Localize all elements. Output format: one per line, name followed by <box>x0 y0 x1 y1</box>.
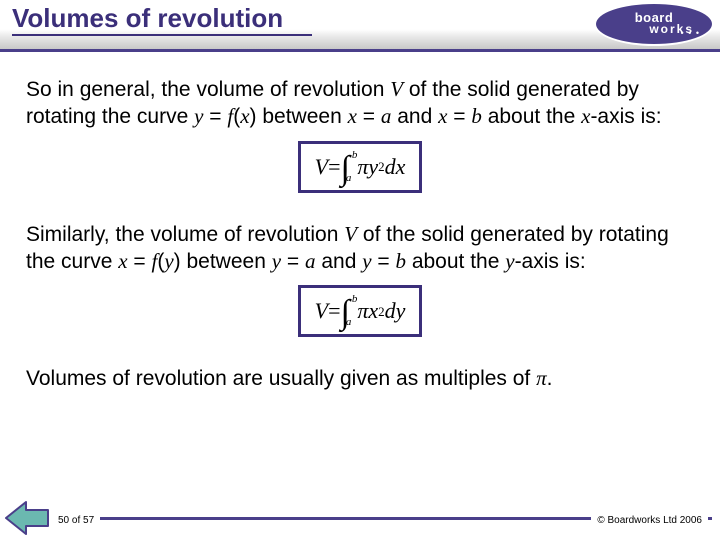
text: -axis is: <box>515 250 586 273</box>
formula-dx: dx <box>385 156 406 178</box>
bound-lower: a <box>346 173 352 184</box>
formula-pi: π <box>357 156 368 178</box>
text: about the <box>406 250 505 273</box>
back-arrow-button[interactable] <box>4 500 50 536</box>
var-V: V <box>344 222 357 246</box>
var-b: b <box>395 249 406 273</box>
copyright-text: © Boardworks Ltd 2006 <box>591 515 708 526</box>
formula-x: x <box>368 300 378 322</box>
var-V: V <box>390 77 403 101</box>
text: = <box>128 250 152 273</box>
bound-lower: a <box>346 317 352 328</box>
var-x: x <box>118 249 127 273</box>
text: -axis is: <box>590 105 661 128</box>
text: = <box>357 105 381 128</box>
slide-header: Volumes of revolution board works • • • <box>0 0 720 52</box>
text: = <box>203 105 227 128</box>
page-indicator: 50 of 57 <box>52 515 100 526</box>
var-a: a <box>305 249 316 273</box>
var-y: y <box>505 249 514 273</box>
text: Similarly, the volume of revolution <box>26 223 344 246</box>
var-y: y <box>272 249 281 273</box>
formula-2-container: V = ∫ba πx2dy <box>26 285 694 337</box>
formula-y: y <box>368 156 378 178</box>
slide-content: So in general, the volume of revolution … <box>0 52 720 392</box>
var-pi: π <box>536 366 547 390</box>
var-y: y <box>362 249 371 273</box>
var-b: b <box>471 104 482 128</box>
text: = <box>447 105 471 128</box>
formula-V: V <box>315 156 328 178</box>
bound-upper: b <box>352 294 358 305</box>
paragraph-1: So in general, the volume of revolution … <box>26 76 694 131</box>
text: and <box>316 250 363 273</box>
var-x: x <box>240 104 249 128</box>
integral-bounds: ba <box>350 156 356 178</box>
formula-V: V <box>315 300 328 322</box>
var-a: a <box>381 104 392 128</box>
formula-1: V = ∫ba πy2dx <box>298 141 423 193</box>
paragraph-3: Volumes of revolution are usually given … <box>26 365 694 392</box>
title-underline <box>12 34 312 36</box>
brand-logo: board works • • • <box>594 2 714 46</box>
formula-eq: = <box>328 156 340 178</box>
text: = <box>281 250 305 273</box>
text: ) <box>250 105 257 128</box>
bound-upper: b <box>352 150 358 161</box>
text: . <box>547 367 553 390</box>
text: between <box>181 250 272 273</box>
formula-pi: π <box>357 300 368 322</box>
logo-ellipse: board works • • • <box>594 2 714 46</box>
text: ) <box>174 250 181 273</box>
paragraph-2: Similarly, the volume of revolution V of… <box>26 221 694 276</box>
var-y: y <box>164 249 173 273</box>
integral-bounds: ba <box>350 300 356 322</box>
logo-dots-icon: • • • <box>681 28 700 38</box>
formula-dy: dy <box>385 300 406 322</box>
text: about the <box>482 105 581 128</box>
formula-1-container: V = ∫ba πy2dx <box>26 141 694 193</box>
var-x: x <box>348 104 357 128</box>
text: So in general, the volume of revolution <box>26 78 390 101</box>
text: and <box>391 105 438 128</box>
text: = <box>372 250 396 273</box>
slide-footer: 50 of 57 © Boardworks Ltd 2006 <box>0 496 720 540</box>
formula-2: V = ∫ba πx2dy <box>298 285 423 337</box>
text: Volumes of revolution are usually given … <box>26 367 536 390</box>
text: between <box>257 105 348 128</box>
formula-eq: = <box>328 300 340 322</box>
